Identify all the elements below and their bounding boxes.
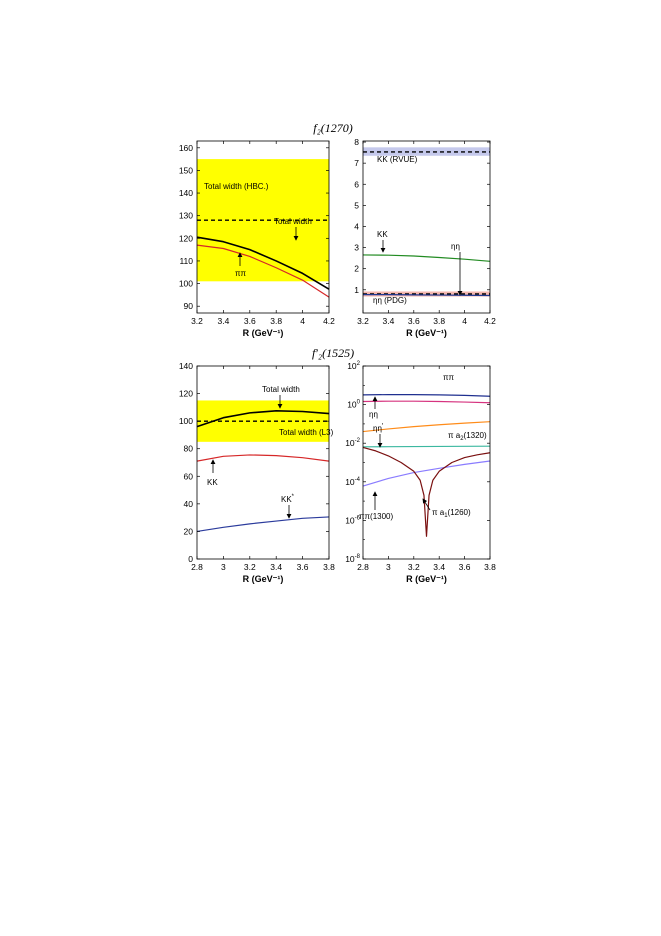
y-tick-label: 120: [179, 389, 193, 399]
y-tick-label: 130: [179, 211, 193, 221]
label-kk-rvue: KK (RVUE): [377, 155, 418, 164]
x-tick-label: 3.2: [408, 562, 420, 572]
y-tick-label: 40: [184, 499, 194, 509]
label-kk-tr: KK: [377, 230, 388, 239]
y-tick-label: 10-2: [345, 438, 360, 448]
y-tick-label: 0: [188, 554, 193, 564]
series-line-bottom-right-0: [362, 393, 491, 397]
y-tick-label: 140: [179, 361, 193, 371]
plot-frame-bottom-left: [196, 365, 330, 560]
x-tick-label: 2.8: [191, 562, 203, 572]
label-kk-bl: KK: [207, 478, 218, 487]
label-kkstar-bl: KK*: [281, 494, 295, 504]
panel-bottom-left: 2.8 3 3.2 3.4 3.6 3.8 0 20 40 60 80 100 120 140 R (GeV…: [179, 361, 335, 584]
label-pi-a1-br: π a1(1260): [432, 508, 471, 519]
series-line-bottom-left-1: [196, 454, 330, 462]
x-tick-label: 3.2: [357, 316, 369, 326]
x-tick-label: 3.6: [244, 316, 256, 326]
x-axis-label: R (GeV⁻¹): [406, 328, 447, 338]
label-etaeta-tr: ηη: [451, 242, 460, 251]
series-line-bottom-right-5: [362, 446, 491, 537]
label-total-width-hbc: Total width (HBC.): [204, 182, 269, 191]
label-etaeta-pdg: ηη (PDG): [373, 296, 407, 305]
series-line-top-left-0: [196, 236, 330, 290]
y-tick-label: 8: [354, 137, 359, 147]
x-tick-label: 3.8: [323, 562, 335, 572]
y-tick-label: 3: [354, 243, 359, 253]
x-tick-label: 3: [386, 562, 391, 572]
x-axis-label: R (GeV⁻¹): [406, 574, 447, 584]
panel-bottom-right: 2.8 3 3.2 3.4 3.6 3.8 10-8 10-6 10-4 10-2 100 102 R …: [345, 361, 496, 584]
x-tick-label: 3: [221, 562, 226, 572]
y-tick-label: 80: [184, 444, 194, 454]
y-tick-label: 10-6: [345, 515, 360, 525]
x-tick-label: 4: [462, 316, 467, 326]
y-tick-label: 1: [354, 285, 359, 295]
y-tick-label: 140: [179, 188, 193, 198]
y-tick-label: 100: [179, 416, 193, 426]
y-tick-label: 60: [184, 471, 194, 481]
y-tick-label: 6: [354, 179, 359, 189]
panel-top-right: 3.2 3.4 3.6 3.8 4 4.2 1 2 3 4 5 6 7 8 R (GeV⁻¹): [354, 137, 496, 338]
y-tick-label: 102: [347, 361, 360, 371]
y-tick-label: 120: [179, 233, 193, 243]
y-tick-label: 100: [179, 279, 193, 289]
label-pipi-tl: ππ: [235, 269, 247, 278]
y-tick-label: 160: [179, 143, 193, 153]
x-tick-label: 3.2: [191, 316, 203, 326]
label-pi-a2-br: π a2(1320): [448, 431, 487, 442]
x-tick-label: 4.2: [484, 316, 496, 326]
label-etaetaprime-br: ηη′: [373, 423, 384, 433]
series-line-bottom-right-2: [362, 421, 491, 433]
plot-frame-top-right: [362, 140, 491, 314]
x-tick-label: 3.4: [270, 562, 282, 572]
y-tick-label: 5: [354, 200, 359, 210]
x-tick-label: 3.6: [459, 562, 471, 572]
y-tick-label: 10-8: [345, 554, 360, 564]
x-tick-label: 3.4: [217, 316, 229, 326]
y-tick-label: 20: [184, 526, 194, 536]
label-pipi-br: ππ: [443, 373, 455, 382]
series-line-bottom-right-3: [362, 445, 491, 448]
x-tick-label: 3.6: [297, 562, 309, 572]
label-total-width-tl: Total width: [274, 217, 312, 226]
x-tick-label: 4: [300, 316, 305, 326]
plot-frame-top-left: [196, 140, 330, 314]
series-line-bottom-right-4: [362, 460, 491, 487]
x-tick-label: 3.4: [433, 562, 445, 572]
x-tick-label: 3.6: [408, 316, 420, 326]
x-tick-label: 3.2: [244, 562, 256, 572]
label-pipi1300-br: ππ(1300): [359, 512, 394, 521]
y-tick-label: 100: [347, 400, 360, 410]
series-line-bottom-left-0: [196, 409, 330, 428]
y-tick-label: 7: [354, 158, 359, 168]
y-tick-label: 2: [354, 264, 359, 274]
arrow-pi-a1-br: [422, 498, 431, 511]
label-total-width-l3: Total width (L3): [279, 428, 334, 437]
y-tick-label: 10-4: [345, 477, 360, 487]
x-axis-label: R (GeV⁻¹): [243, 574, 284, 584]
title-f2-1270: f₂(1270): [313, 121, 353, 135]
x-tick-label: 3.8: [270, 316, 282, 326]
y-tick-label: 150: [179, 165, 193, 175]
x-tick-label: 3.8: [433, 316, 445, 326]
y-tick-label: 4: [354, 221, 359, 231]
panel-top-left: 3.2 3.4 3.6 3.8 4 4.2 90 100 110 120 130 140 150 160 R…: [179, 140, 335, 338]
x-tick-label: 3.8: [484, 562, 496, 572]
y-tick-label: 90: [184, 301, 194, 311]
x-axis-label: R (GeV⁻¹): [243, 328, 284, 338]
series-line-top-left-1: [196, 244, 330, 298]
x-tick-label: 4.2: [323, 316, 335, 326]
x-tick-label: 3.4: [382, 316, 394, 326]
series-line-bottom-left-2: [196, 516, 330, 533]
series-line-top-right-1: [363, 294, 491, 297]
y-tick-label: 110: [179, 256, 193, 266]
title-f2prime-1525: f′₂(1525): [312, 346, 354, 360]
x-tick-label: 2.8: [357, 562, 369, 572]
series-line-top-right-0: [362, 254, 491, 262]
series-line-bottom-right-1: [362, 400, 491, 404]
label-total-width-bl: Total width: [262, 385, 300, 394]
label-etaeta-br: ηη: [369, 410, 378, 419]
